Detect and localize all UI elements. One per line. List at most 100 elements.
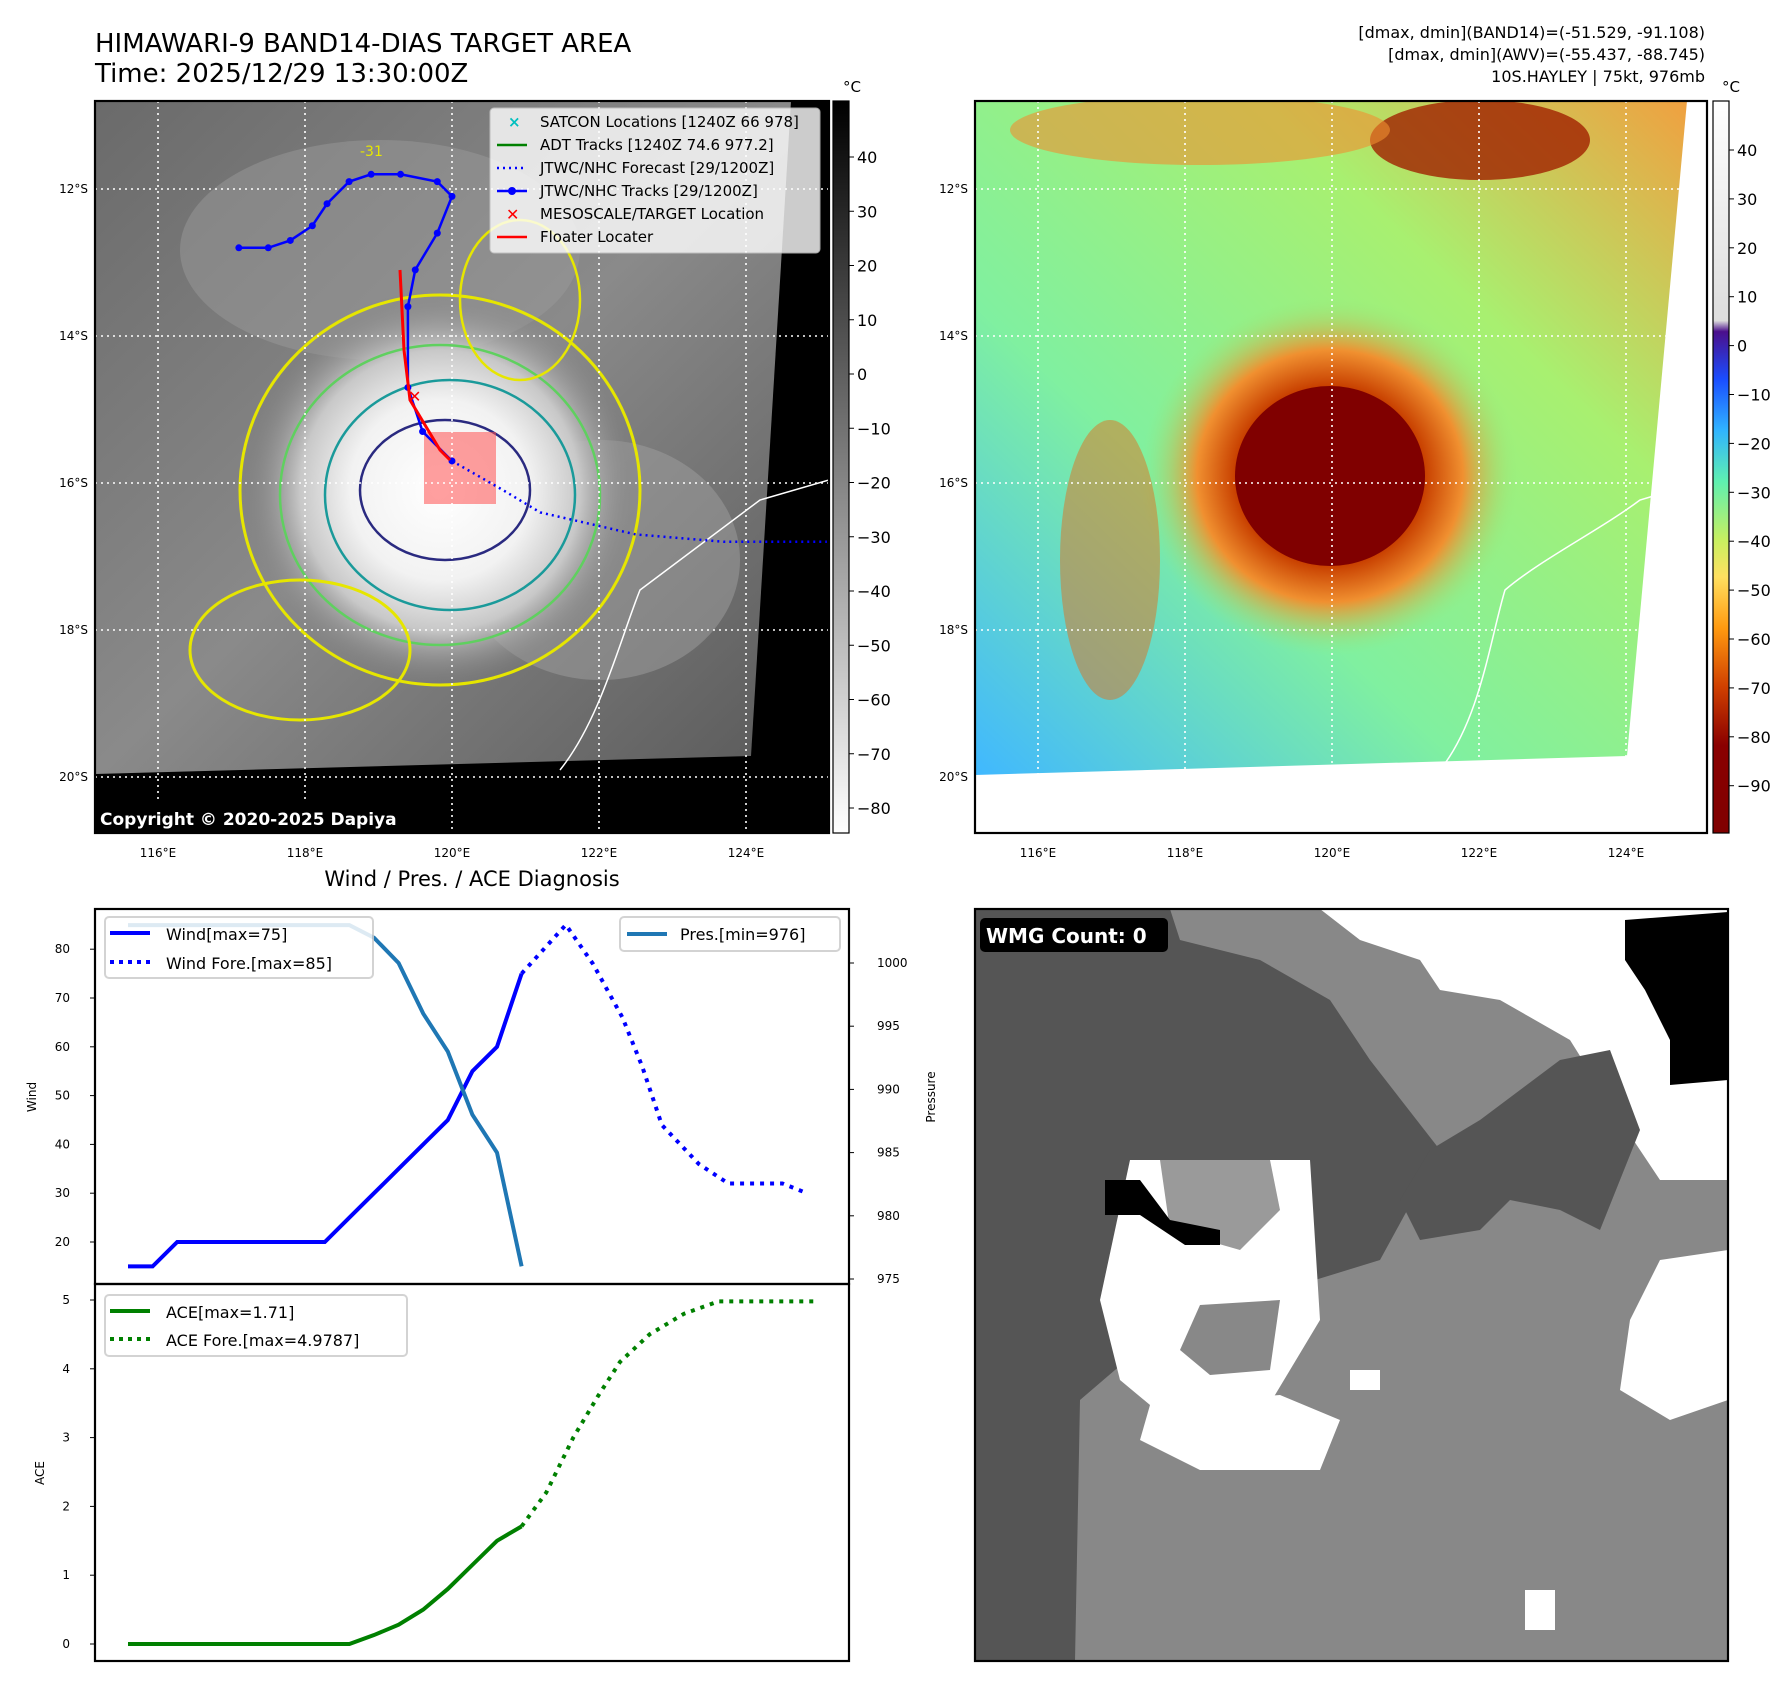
legend-wind-forecast: Wind Fore.[max=85]: [166, 954, 332, 973]
map-legend-label: ADT Tracks [1240Z 74.6 977.2]: [540, 136, 774, 154]
lat-label: 14°S: [59, 329, 88, 343]
colorbar1-tick: 40: [857, 148, 877, 167]
ace-tick: 1: [62, 1568, 70, 1582]
colorbar1-tick: −20: [857, 474, 891, 493]
colorbar1-unit: °C: [843, 78, 861, 96]
legend-pressure: Pres.[min=976]: [680, 925, 805, 944]
pressure-tick: 985: [877, 1146, 900, 1160]
pressure-axis-label: Pressure: [924, 1071, 938, 1122]
lon-label: 118°E: [287, 846, 324, 860]
wind-tick: 20: [55, 1235, 70, 1249]
lon-label: 122°E: [1461, 846, 1498, 860]
lon-label: 116°E: [140, 846, 177, 860]
colorbar1-tick: −60: [857, 691, 891, 710]
colorbar2-tick: −50: [1737, 581, 1771, 600]
lat-label: 16°S: [59, 476, 88, 490]
copyright: Copyright © 2020-2025 Dapiya: [100, 810, 397, 830]
info-band14: [dmax, dmin](BAND14)=(-51.529, -91.108): [1358, 23, 1705, 42]
contour-label: -31: [360, 144, 383, 160]
satcon-marker-icon: ×: [508, 113, 521, 131]
colorbar2-tick: −40: [1737, 532, 1771, 551]
ace-tick: 2: [62, 1499, 70, 1513]
map-legend-label: JTWC/NHC Tracks [29/1200Z]: [539, 182, 758, 200]
wind-tick: 50: [55, 1089, 70, 1103]
colorbar2-unit: °C: [1722, 78, 1740, 96]
pressure-tick: 990: [877, 1082, 900, 1096]
lon-label: 116°E: [1020, 846, 1057, 860]
track-point: [397, 170, 405, 178]
colorbar2-tick: −30: [1737, 483, 1771, 502]
colorbar2-tick: 20: [1737, 239, 1757, 258]
track-point: [345, 178, 353, 186]
lon-label: 118°E: [1167, 846, 1204, 860]
ace-panel: [93, 1282, 851, 1663]
colorbar2-tick: 30: [1737, 190, 1757, 209]
legend-ace-forecast: ACE Fore.[max=4.9787]: [166, 1331, 359, 1350]
track-point: [235, 244, 243, 252]
colorbar2-tick: −90: [1737, 777, 1771, 796]
lat-label: 16°S: [939, 476, 968, 490]
wmg-panel: WMG Count: 0: [975, 909, 1728, 1661]
track-point: [448, 192, 456, 200]
jtwc-forecast: [451, 459, 827, 544]
colorbar1-tick: −80: [857, 799, 891, 818]
ace-tick: 0: [62, 1637, 70, 1651]
target-marker-icon: ✕: [408, 387, 421, 406]
colorbar1-tick: 20: [857, 257, 877, 276]
map-legend-label: Floater Locater: [540, 228, 654, 246]
colorbar2-tick: −70: [1737, 679, 1771, 698]
wmg-count: WMG Count: 0: [986, 924, 1147, 948]
track-point: [308, 222, 316, 230]
wmg-frame: [973, 907, 1730, 1663]
figure-time: Time: 2025/12/29 13:30:00Z: [94, 59, 468, 89]
ace-tick: 3: [62, 1431, 70, 1445]
lat-label: 12°S: [59, 182, 88, 196]
track-point: [433, 178, 441, 186]
awv-map: [975, 101, 1707, 833]
map-legend: × SATCON Locations [1240Z 66 978] ADT Trac…: [489, 107, 821, 254]
colorbar2-tick: −10: [1737, 386, 1771, 405]
awv-map-frame: [973, 99, 1709, 835]
floater-track: [398, 269, 452, 462]
track-point: [264, 244, 272, 252]
colorbar1-tick: 30: [857, 202, 877, 221]
ir-map-frame: [93, 99, 831, 835]
wind-tick: 40: [55, 1137, 70, 1151]
lat-label: 20°S: [59, 770, 88, 784]
lat-label: 14°S: [939, 329, 968, 343]
ace-axis-label: ACE: [33, 1461, 47, 1485]
wind-tick: 70: [55, 991, 70, 1005]
wind-line: [128, 972, 524, 1269]
map-legend-label: MESOSCALE/TARGET Location: [540, 205, 764, 223]
pressure-legend: Pres.[min=976]: [619, 916, 841, 952]
pressure-tick: 1000: [877, 956, 908, 970]
wind-forecast-line: [520, 921, 808, 1196]
ace-legend: ACE[max=1.71] ACE Fore.[max=4.9787]: [104, 1294, 408, 1357]
lon-label: 124°E: [728, 846, 765, 860]
lon-label: 120°E: [1314, 846, 1351, 860]
colorbar2-tick: 10: [1737, 288, 1757, 307]
coastline: [559, 479, 829, 771]
colorbar1: [832, 100, 850, 834]
wind-tick: 80: [55, 942, 70, 956]
colorbar2-tick: −60: [1737, 630, 1771, 649]
legend-ace: ACE[max=1.71]: [166, 1303, 294, 1322]
target-marker-icon: ✕: [506, 205, 519, 224]
figure-title: HIMAWARI-9 BAND14-DIAS TARGET AREA: [95, 29, 632, 59]
lon-label: 122°E: [581, 846, 618, 860]
colorbar1-tick: −70: [857, 745, 891, 764]
colorbar2-tick: 40: [1737, 141, 1757, 160]
wind-axis-label: Wind: [25, 1082, 39, 1112]
lat-label: 20°S: [939, 770, 968, 784]
colorbar1-tick: 0: [857, 365, 867, 384]
track-point: [433, 229, 441, 237]
legend-wind: Wind[max=75]: [166, 925, 287, 944]
pressure-tick: 975: [877, 1272, 900, 1286]
lat-label: 12°S: [939, 182, 968, 196]
colorbar1-tick: −40: [857, 582, 891, 601]
colorbar1-tick: −30: [857, 528, 891, 547]
ace-tick: 4: [62, 1362, 70, 1376]
info-awv: [dmax, dmin](AWV)=(-55.437, -88.745): [1388, 45, 1705, 64]
pressure-tick: 995: [877, 1019, 900, 1033]
